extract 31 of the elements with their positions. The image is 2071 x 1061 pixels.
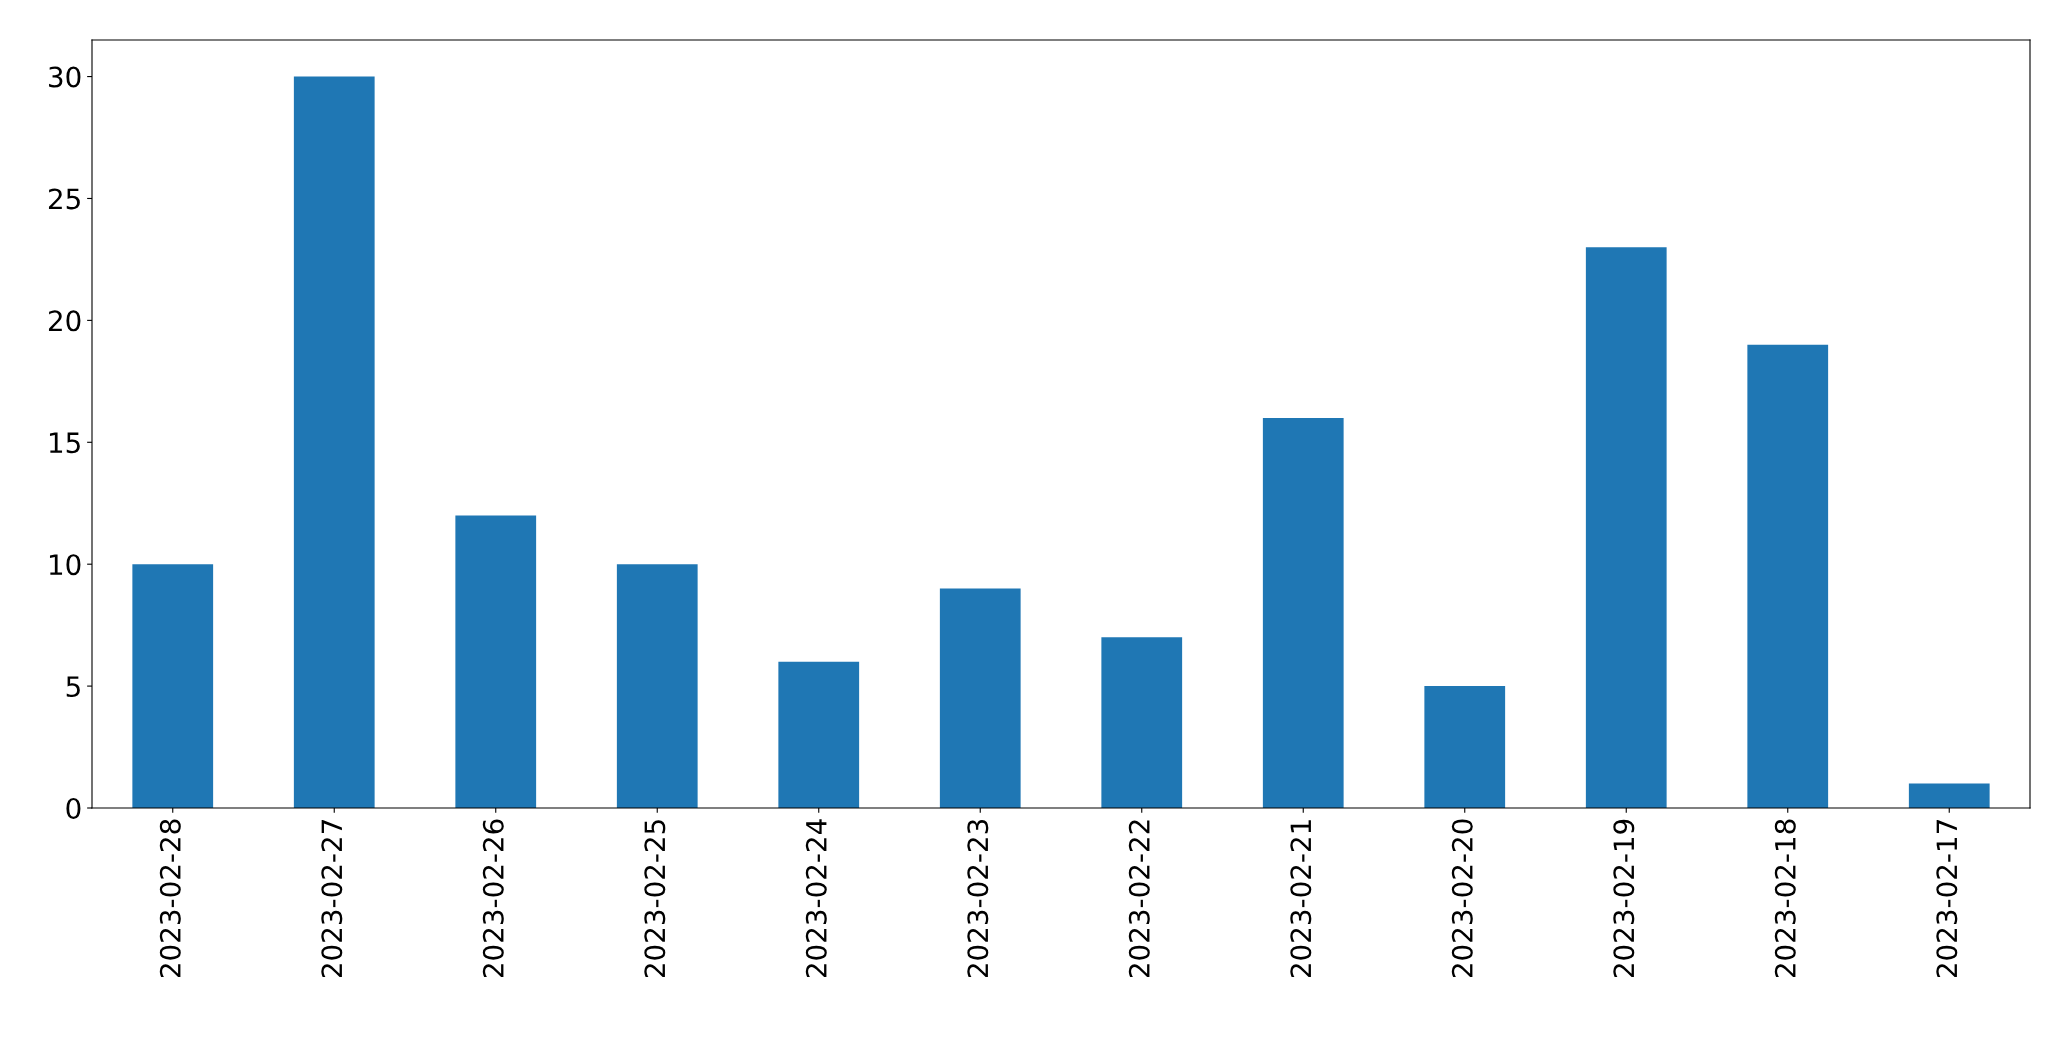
x-tick-label: 2023-02-24 — [805, 819, 827, 978]
bar — [616, 564, 698, 808]
y-tick-label: 5 — [66, 676, 80, 698]
bar — [778, 661, 860, 808]
y-tick-label: 25 — [48, 188, 80, 210]
bar — [293, 76, 375, 808]
x-tick-label: 2023-02-23 — [967, 819, 989, 978]
x-tick-label: 2023-02-26 — [482, 819, 504, 978]
x-tick-label: 2023-02-25 — [644, 820, 666, 978]
x-tick-label: 2023-02-19 — [1613, 819, 1635, 978]
bar — [1908, 783, 1990, 808]
y-tick-label: 20 — [48, 310, 81, 332]
x-tick-label: 2023-02-20 — [1451, 819, 1473, 978]
y-tick-label: 30 — [49, 66, 81, 88]
x-tick-label: 2023-02-18 — [1774, 819, 1796, 978]
bar — [1424, 686, 1506, 808]
x-tick-label: 2023-02-22 — [1128, 820, 1150, 978]
bar — [1747, 344, 1829, 808]
bar — [1585, 247, 1667, 808]
y-tick-label: 0 — [66, 797, 81, 819]
bar — [455, 515, 537, 808]
bar — [1262, 417, 1344, 808]
bar — [1101, 637, 1183, 808]
bar — [132, 564, 214, 808]
x-tick-label: 2023-02-17 — [1936, 820, 1958, 978]
x-tick-label: 2023-02-28 — [159, 819, 181, 978]
y-tick-label: 10 — [49, 554, 81, 576]
bar — [939, 588, 1021, 808]
y-tick-label: 15 — [49, 432, 80, 454]
x-tick-label: 2023-02-27 — [321, 820, 343, 978]
x-tick-label: 2023-02-21 — [1290, 820, 1312, 978]
